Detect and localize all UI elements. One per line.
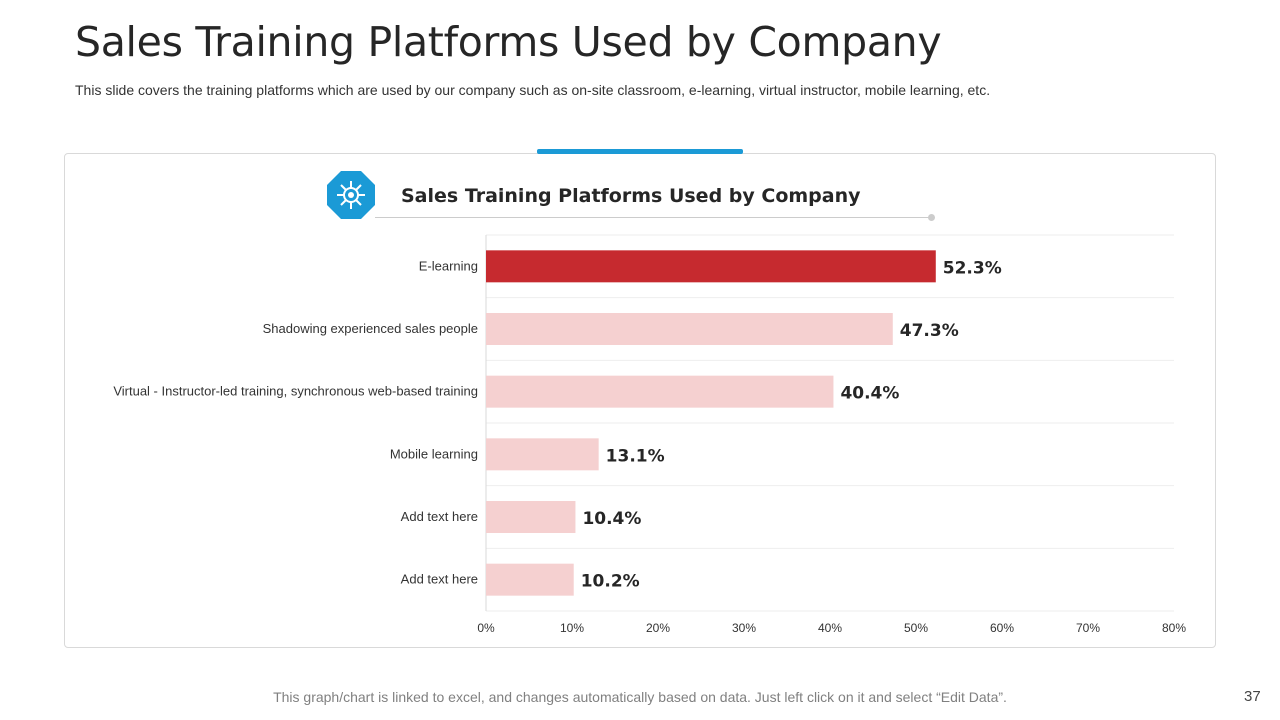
- x-tick-label: 30%: [732, 621, 756, 635]
- bar: [486, 438, 599, 471]
- bar: [486, 501, 576, 533]
- bar: [486, 250, 936, 283]
- x-tick-label: 80%: [1162, 621, 1186, 635]
- x-tick-label: 20%: [646, 621, 670, 635]
- category-label: Virtual - Instructor-led training, synch…: [113, 384, 478, 399]
- category-label: Add text here: [401, 509, 478, 524]
- bar: [486, 313, 893, 345]
- footer-note: This graph/chart is linked to excel, and…: [273, 689, 1007, 705]
- x-tick-label: 50%: [904, 621, 928, 635]
- page-number: 37: [1244, 688, 1261, 705]
- title-underline: [375, 217, 932, 218]
- category-label: E-learning: [419, 258, 478, 273]
- category-label: Add text here: [401, 572, 478, 587]
- category-label: Shadowing experienced sales people: [263, 321, 478, 336]
- x-tick-label: 10%: [560, 621, 584, 635]
- chart-title: Sales Training Platforms Used by Company: [401, 185, 861, 207]
- data-label: 10.2%: [581, 572, 640, 592]
- x-tick-label: 70%: [1076, 621, 1100, 635]
- bar: [486, 375, 834, 408]
- title-underline-dot: [928, 214, 935, 221]
- slide-subtitle: This slide covers the training platforms…: [75, 82, 991, 98]
- category-label: Mobile learning: [390, 446, 478, 461]
- network-hub-icon: [327, 171, 375, 219]
- data-label: 13.1%: [606, 446, 665, 466]
- data-label: 47.3%: [900, 321, 959, 341]
- x-tick-label: 0%: [477, 621, 495, 635]
- x-tick-label: 60%: [990, 621, 1014, 635]
- data-label: 40.4%: [840, 384, 899, 404]
- x-tick-label: 40%: [818, 621, 842, 635]
- data-label: 10.4%: [582, 509, 641, 529]
- accent-bar: [537, 149, 743, 154]
- bar: [486, 563, 574, 596]
- slide-title: Sales Training Platforms Used by Company: [75, 18, 942, 66]
- data-label: 52.3%: [943, 258, 1002, 278]
